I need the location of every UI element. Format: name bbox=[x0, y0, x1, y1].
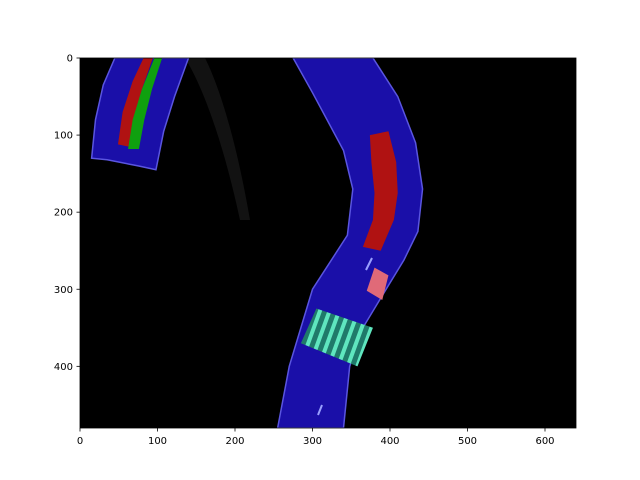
lane-green-left bbox=[128, 58, 163, 149]
marker-pink bbox=[366, 267, 389, 301]
x-tick-label: 0 bbox=[77, 436, 83, 447]
segmentation-regions bbox=[90, 58, 424, 428]
crosswalk bbox=[300, 308, 373, 367]
x-tick-label: 600 bbox=[535, 436, 554, 447]
y-axis-ticks: 0 100 200 300 400 bbox=[54, 54, 80, 373]
x-tick-label: 400 bbox=[380, 436, 399, 447]
axes bbox=[79, 57, 577, 429]
x-tick-label: 500 bbox=[458, 436, 477, 447]
faint-road-shadow bbox=[185, 58, 250, 220]
y-tick-label: 200 bbox=[54, 208, 73, 219]
x-tick-label: 300 bbox=[303, 436, 322, 447]
road-dash-marks bbox=[317, 257, 373, 416]
x-tick-label: 100 bbox=[148, 436, 167, 447]
x-axis-ticks: 0 100 200 300 400 500 600 bbox=[77, 428, 555, 447]
x-tick-label: 200 bbox=[225, 436, 244, 447]
y-tick-label: 0 bbox=[67, 54, 73, 65]
lane-red-right bbox=[362, 131, 398, 251]
axes-frame bbox=[79, 57, 577, 429]
y-tick-label: 100 bbox=[54, 131, 73, 142]
lane-red-left bbox=[117, 58, 153, 147]
y-tick-label: 300 bbox=[54, 285, 73, 296]
y-tick-label: 400 bbox=[54, 362, 73, 373]
